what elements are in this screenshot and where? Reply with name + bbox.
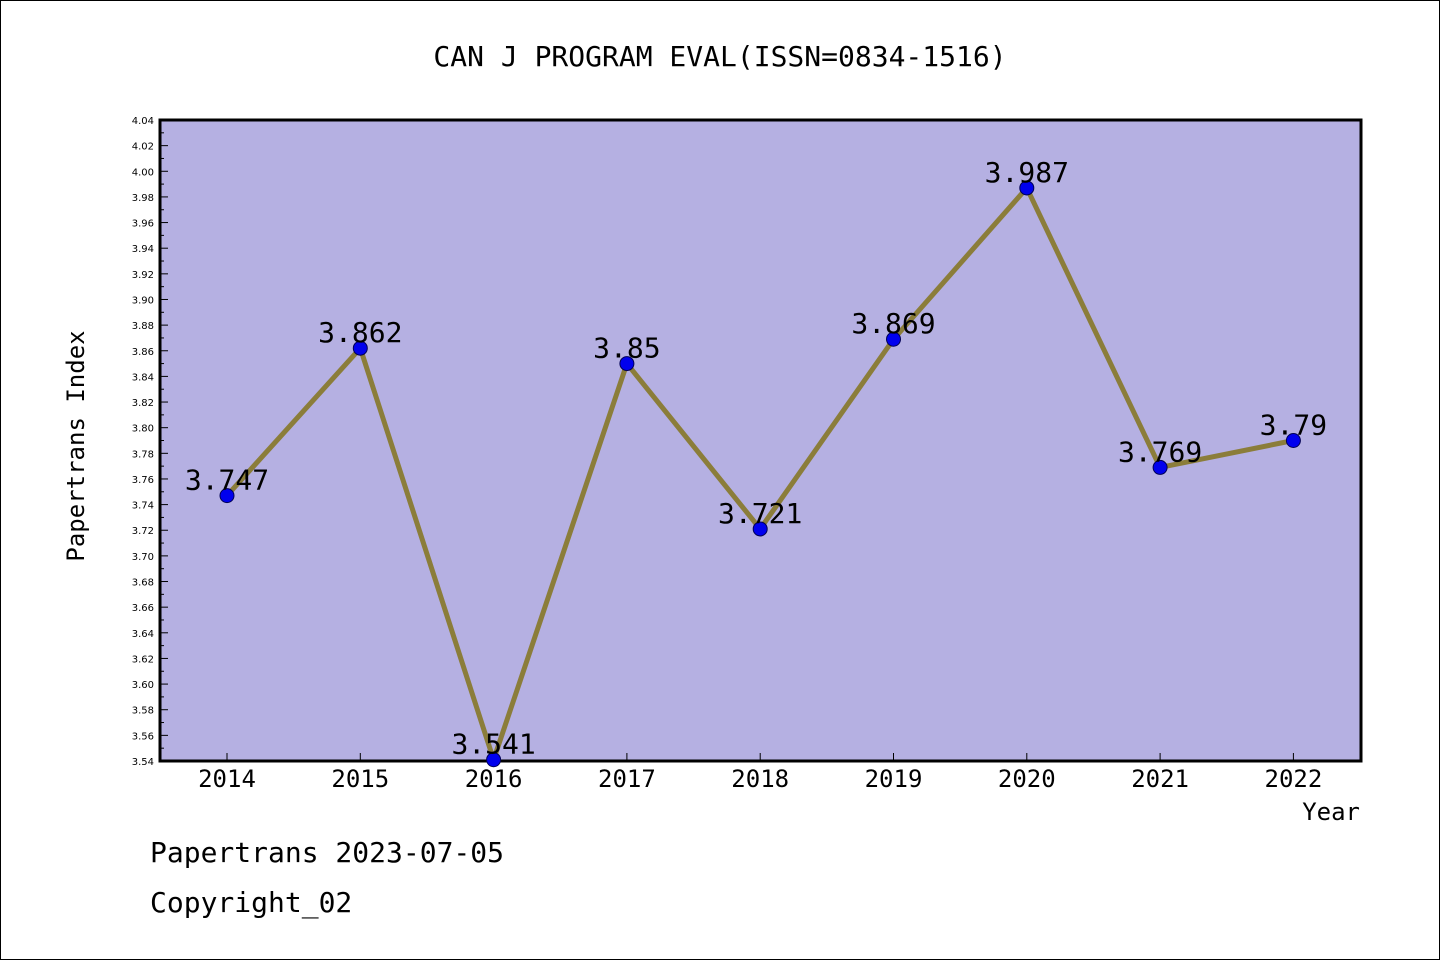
- footer-date-text: Papertrans 2023-07-05: [150, 836, 505, 869]
- y-tick-label: 3.62: [132, 654, 154, 665]
- data-point-marker: [1285, 433, 1301, 448]
- y-tick-label: 3.68: [132, 578, 154, 589]
- y-tick-label: 3.86: [132, 347, 154, 358]
- data-point-label: 3.541: [451, 728, 535, 761]
- y-tick-label: 3.96: [132, 219, 154, 230]
- y-tick-label: 3.88: [132, 321, 154, 332]
- footer-copyright-text: Copyright_02: [150, 886, 353, 919]
- y-tick-label: 3.64: [132, 629, 154, 640]
- chart-title: CAN J PROGRAM EVAL(ISSN=0834-1516): [433, 40, 1006, 73]
- x-tick-label: 2019: [865, 765, 923, 793]
- data-point-marker: [219, 488, 235, 504]
- x-axis-title: Year: [1302, 798, 1360, 826]
- x-tick-label: 2020: [998, 765, 1056, 793]
- y-tick-label: 3.84: [132, 372, 154, 383]
- data-point-marker: [1152, 459, 1168, 475]
- x-tick-label: 2017: [598, 765, 656, 793]
- data-point-label: 3.79: [1260, 409, 1327, 442]
- data-point-marker: [752, 521, 768, 537]
- y-tick-label: 4.00: [132, 167, 154, 178]
- x-tick-label: 2015: [331, 765, 389, 793]
- data-point-label: 3.769: [1118, 435, 1202, 468]
- x-axis: 2014 2015 2016 2017 2018 2019 2020 2021 2022: [198, 753, 1322, 793]
- y-tick-label: 3.98: [132, 193, 154, 204]
- data-point-label: 3.85: [593, 332, 660, 365]
- y-axis-title: Papertrans Index: [62, 330, 90, 561]
- y-tick-label: 3.90: [132, 295, 154, 306]
- data-point-label: 3.747: [185, 464, 269, 497]
- data-point-label: 3.869: [851, 307, 935, 340]
- y-tick-label: 3.66: [132, 603, 154, 614]
- y-tick-label: 3.70: [132, 552, 154, 563]
- y-tick-label: 3.56: [132, 731, 154, 742]
- data-point-marker: [486, 752, 502, 768]
- data-point-marker: [1019, 180, 1035, 196]
- y-axis: 3.54 3.56 3.58 3.60 3.62 3.64 3.66 3.68 3.70 3.72…: [132, 116, 168, 768]
- y-tick-label: 4.02: [132, 142, 154, 153]
- y-tick-label: 3.82: [132, 398, 154, 409]
- data-point-marker: [619, 356, 635, 372]
- data-point-marker: [886, 331, 901, 347]
- y-tick-label: 3.72: [132, 526, 154, 537]
- y-tick-label: 3.54: [132, 757, 154, 768]
- y-tick-label: 4.04: [132, 116, 154, 127]
- x-tick-label: 2016: [465, 765, 523, 793]
- x-tick-label: 2022: [1265, 765, 1323, 793]
- series-group: 3.747 3.862 3.541 3.85 3.721 3.869 3.987 3.769 3…: [185, 156, 1327, 768]
- y-tick-label: 3.76: [132, 475, 154, 486]
- y-tick-label: 3.94: [132, 244, 154, 255]
- x-tick-label: 2014: [198, 765, 256, 793]
- y-tick-label: 3.78: [132, 449, 154, 460]
- y-tick-label: 3.92: [132, 270, 154, 281]
- data-point-label: 3.987: [985, 156, 1069, 189]
- y-tick-label: 3.58: [132, 706, 154, 717]
- data-point-marker: [352, 340, 368, 356]
- data-point-label: 3.862: [318, 316, 402, 349]
- y-tick-label: 3.80: [132, 424, 154, 435]
- data-point-label: 3.721: [718, 497, 802, 530]
- y-tick-label: 3.74: [132, 501, 154, 512]
- y-tick-label: 3.60: [132, 680, 154, 691]
- plot-area: [158, 118, 1363, 763]
- x-tick-label: 2018: [731, 765, 789, 793]
- x-tick-label: 2021: [1131, 765, 1189, 793]
